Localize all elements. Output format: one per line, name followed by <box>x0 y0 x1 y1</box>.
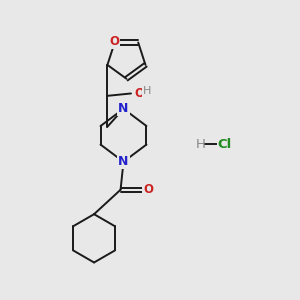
Text: H: H <box>196 138 206 151</box>
Text: N: N <box>118 102 129 115</box>
Text: O: O <box>143 183 153 196</box>
Text: O: O <box>134 87 144 100</box>
Text: O: O <box>109 35 119 48</box>
Text: H: H <box>143 86 151 96</box>
Text: N: N <box>118 155 129 168</box>
Text: Cl: Cl <box>218 138 232 151</box>
